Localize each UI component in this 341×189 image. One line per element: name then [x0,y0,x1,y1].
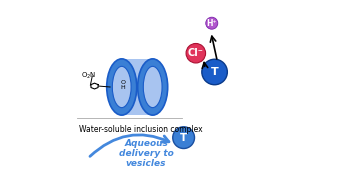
Circle shape [314,140,321,146]
Bar [122,59,153,115]
FancyArrowPatch shape [90,135,169,156]
Text: Aqueous
delivery to
vesicles: Aqueous delivery to vesicles [119,139,174,169]
Text: H⁺: H⁺ [207,19,217,28]
Circle shape [331,129,338,136]
Circle shape [339,63,341,70]
Text: T: T [211,67,219,77]
Circle shape [339,119,341,126]
Circle shape [186,43,206,63]
Circle shape [337,149,341,155]
Circle shape [329,153,336,160]
Circle shape [308,142,315,149]
Circle shape [335,58,341,65]
Circle shape [331,53,338,60]
Circle shape [314,43,321,49]
Text: H: H [120,85,125,90]
Text: O: O [120,80,125,85]
Ellipse shape [138,59,168,115]
Circle shape [313,22,320,29]
Ellipse shape [112,66,131,108]
Circle shape [313,160,320,167]
Circle shape [337,34,341,40]
Circle shape [308,40,315,47]
Circle shape [335,124,341,131]
Circle shape [322,157,328,164]
Circle shape [329,29,336,36]
Circle shape [322,25,328,32]
Text: $\rm O_2N$: $\rm O_2N$ [81,71,97,81]
Circle shape [321,137,327,144]
Text: T: T [180,133,187,143]
Circle shape [321,45,327,52]
Text: Cl⁻: Cl⁻ [188,48,204,58]
Circle shape [326,133,333,140]
Circle shape [326,49,333,56]
Text: Water-soluble inclusion complex: Water-soluble inclusion complex [78,125,202,134]
Ellipse shape [107,59,137,115]
Ellipse shape [143,66,162,108]
Circle shape [206,17,218,29]
Wedge shape [298,0,341,189]
Circle shape [202,59,227,85]
Circle shape [173,127,194,149]
